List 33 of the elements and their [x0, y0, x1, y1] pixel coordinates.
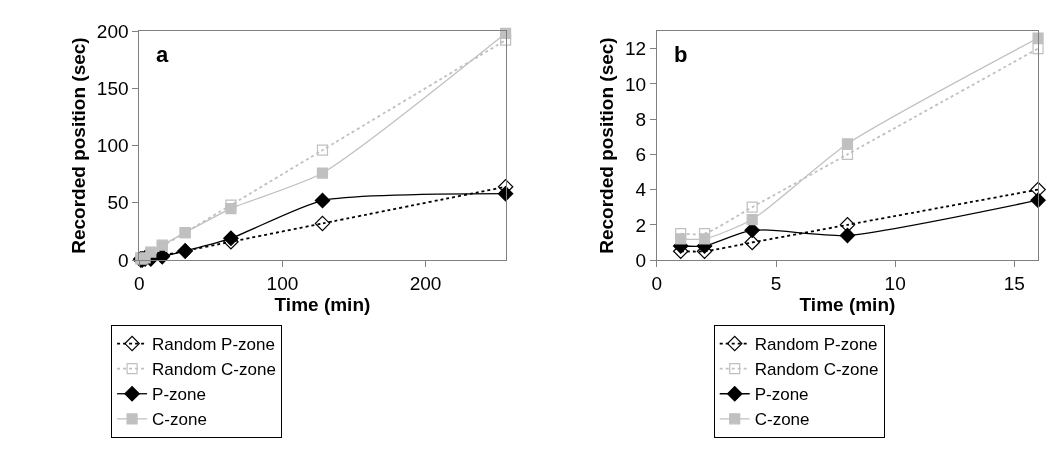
- x-tick-label: 0: [134, 272, 145, 294]
- y-tick-label: 0: [117, 249, 129, 271]
- legend-label: C-zone: [754, 410, 810, 430]
- y-tick-label: 150: [96, 77, 129, 99]
- y-tick-label: 0: [635, 249, 647, 271]
- x-tick-label: 10: [884, 272, 906, 294]
- y-axis-title: Recorded position (sec): [595, 37, 617, 254]
- y-axis-title: Recorded position (sec): [67, 37, 89, 254]
- x-axis-title: Time (min): [274, 293, 371, 315]
- legend-label: P-zone: [754, 385, 809, 405]
- legend-label: Random P-zone: [754, 335, 878, 355]
- legend-label: Random C-zone: [152, 360, 276, 380]
- y-tick-label: 6: [635, 144, 647, 166]
- legend-label: C-zone: [152, 410, 207, 430]
- y-tick-label: 4: [635, 179, 647, 201]
- legend-label: P-zone: [152, 385, 206, 405]
- x-tick-label: 5: [770, 272, 782, 294]
- y-tick-label: 200: [96, 20, 129, 42]
- x-tick-label: 200: [409, 272, 442, 294]
- y-tick-label: 100: [96, 135, 129, 157]
- text: a: [156, 42, 169, 67]
- x-tick-label: 15: [1003, 272, 1025, 294]
- y-tick-label: 10: [624, 73, 647, 95]
- legend-label: Random C-zone: [754, 360, 879, 380]
- text: b: [674, 42, 688, 67]
- x-tick-label: 100: [266, 272, 299, 294]
- y-tick-label: 12: [624, 38, 647, 60]
- y-tick-label: 50: [107, 192, 129, 214]
- y-tick-label: 8: [635, 108, 647, 130]
- x-axis-title: Time (min): [799, 293, 896, 315]
- legend-label: Random P-zone: [152, 335, 275, 355]
- x-tick-label: 0: [651, 272, 663, 294]
- y-tick-label: 2: [635, 214, 647, 236]
